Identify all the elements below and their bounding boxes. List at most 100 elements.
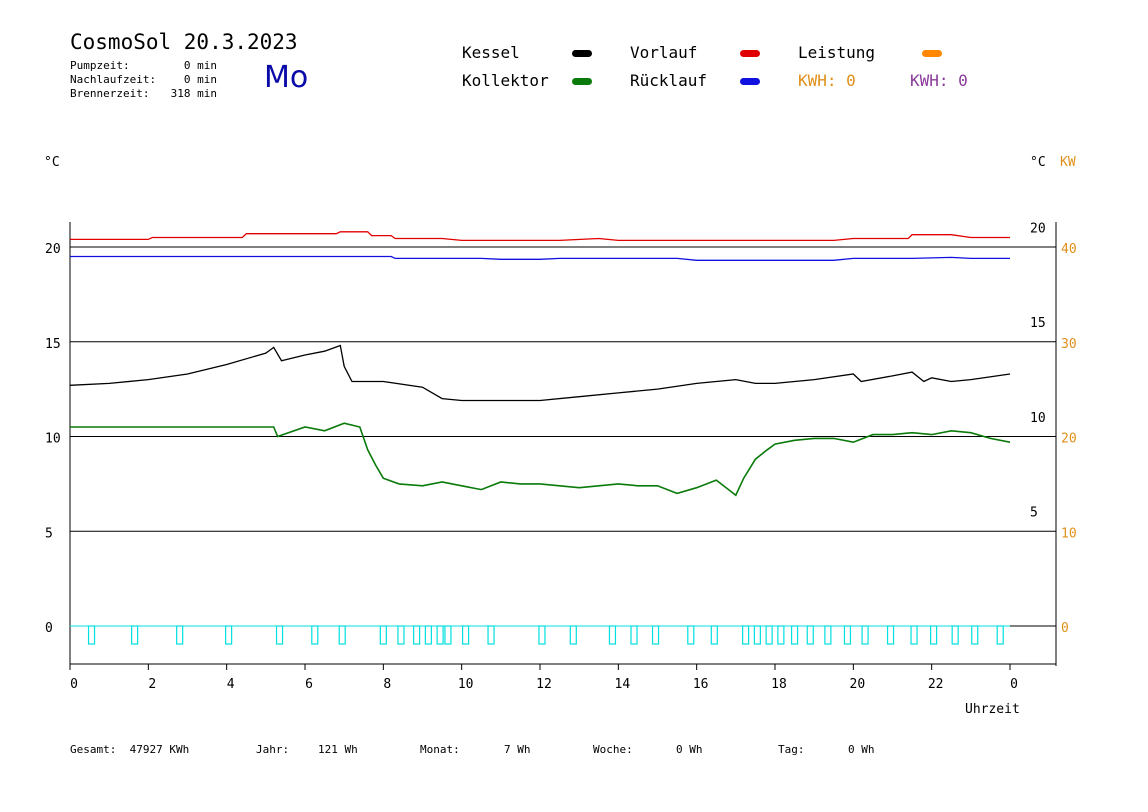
x-tick-label: 20	[850, 677, 866, 692]
x-tick-label: 12	[536, 677, 552, 692]
pump-pulse	[742, 625, 750, 645]
footer-gesamt-label: Gesamt:	[70, 743, 117, 756]
stat-nachlaufzeit-value: 0 min	[183, 73, 217, 86]
x-tick-label: 16	[693, 677, 709, 692]
x-tick-label: 18	[771, 677, 787, 692]
y-left-tick-label: 20	[45, 242, 61, 257]
legend-kwh2: KWH: 0	[910, 71, 968, 90]
footer-jahr-value: 121 Wh	[318, 743, 358, 756]
legend-ruecklauf-label: Rücklauf	[630, 71, 708, 90]
series-rcklauf	[70, 255, 1010, 261]
footer-jahr: Jahr:	[256, 743, 289, 756]
stat-pumpzeit-value: 0 min	[183, 59, 217, 72]
footer-monat: Monat:	[420, 743, 460, 756]
legend-vorlauf-swatch	[740, 50, 760, 57]
y-right-tick-label: 10	[1030, 411, 1046, 426]
legend-leistung-label: Leistung	[798, 43, 876, 62]
pump-pulse	[338, 625, 346, 645]
pump-pulse	[225, 625, 233, 645]
pump-pulse	[444, 625, 452, 645]
pump-pulse	[843, 625, 852, 645]
pump-pulse	[886, 625, 895, 645]
kwh1-label: KWH:	[798, 71, 837, 90]
pump-pulse	[910, 625, 918, 645]
legend-vorlauf-label: Vorlauf	[630, 43, 698, 62]
pump-pulse	[687, 625, 695, 645]
y-kw-tick-label: 30	[1061, 337, 1077, 352]
pump-pulse	[608, 625, 617, 645]
footer-woche-value: 0 Wh	[676, 743, 703, 756]
footer-gesamt: Gesamt: 47927 KWh	[70, 743, 189, 756]
y-right-tick-label: 15	[1030, 316, 1046, 331]
stat-label: Pumpzeit:	[70, 59, 130, 72]
pump-pulse	[996, 625, 1004, 645]
x-axis-label: Uhrzeit	[965, 702, 1020, 717]
pump-pulse	[753, 625, 761, 645]
x-tick-label: 22	[928, 677, 944, 692]
pump-pulse	[311, 625, 319, 645]
x-tick-label: 6	[305, 677, 313, 692]
legend-kessel-swatch	[572, 50, 592, 57]
y-left-tick-label: 5	[45, 526, 53, 541]
y-left-unit: °C	[44, 155, 60, 170]
footer-gesamt-value: 47927 KWh	[129, 743, 190, 756]
x-tick-label: 0	[70, 677, 78, 692]
kwh2-value: 0	[958, 71, 968, 90]
y-kw-tick-label: 0	[1061, 621, 1069, 636]
pump-pulse	[538, 625, 546, 645]
y-right-tick-label: 5	[1030, 506, 1038, 521]
legend-kollektor-swatch	[572, 78, 592, 85]
pump-pulse	[765, 625, 773, 645]
stat-pumpzeit: Pumpzeit:	[70, 59, 130, 72]
footer-tag: Tag:	[778, 743, 805, 756]
y-kw-tick-label: 40	[1061, 242, 1077, 257]
legend-leistung-swatch	[922, 50, 942, 57]
pump-pulse	[275, 625, 284, 645]
series-vorlauf	[70, 231, 1010, 242]
legend-kessel-label: Kessel	[462, 43, 520, 62]
pump-pulse	[87, 625, 96, 645]
kwh1-value: 0	[846, 71, 856, 90]
pump-pulse	[861, 625, 869, 645]
pump-pulse	[569, 625, 577, 645]
day-of-week: Mo	[264, 60, 309, 95]
stat-brennerzeit: Brennerzeit:	[70, 87, 150, 100]
pump-pulse	[777, 625, 785, 645]
y-left-tick-label: 10	[45, 432, 61, 447]
x-tick-label: 4	[227, 677, 235, 692]
pump-pulse	[824, 625, 832, 645]
kwh2-label: KWH:	[910, 71, 949, 90]
pump-pulse	[131, 625, 139, 645]
pump-pulse	[176, 625, 184, 645]
pump-pulse	[951, 625, 959, 645]
stat-nachlaufzeit: Nachlaufzeit:	[70, 73, 157, 86]
pump-pulse	[379, 625, 387, 645]
y-kw-tick-label: 10	[1061, 526, 1077, 541]
pump-pulse	[436, 625, 444, 645]
stat-brennerzeit-value: 318 min	[170, 87, 217, 100]
page-title: CosmoSol 20.3.2023	[70, 30, 298, 54]
legend-kollektor-label: Kollektor	[462, 71, 549, 90]
y-right-unit: °C	[1030, 155, 1046, 170]
y-kw-tick-label: 20	[1061, 432, 1077, 447]
pump-pulse	[806, 625, 814, 645]
pump-pulse	[930, 625, 938, 645]
series-kessel	[69, 344, 1011, 402]
legend-ruecklauf-swatch	[740, 78, 760, 85]
pump-pulse	[461, 625, 470, 645]
x-tick-label: 14	[615, 677, 631, 692]
footer-woche: Woche:	[593, 743, 633, 756]
y-left-tick-label: 0	[45, 621, 53, 636]
legend-kwh1: KWH: 0	[798, 71, 856, 90]
footer-monat-value: 7 Wh	[504, 743, 531, 756]
pump-pulse	[790, 625, 799, 645]
pump-pulse	[630, 625, 638, 645]
pump-pulse	[397, 625, 405, 645]
x-tick-label: 8	[383, 677, 391, 692]
y-right-tick-label: 20	[1030, 221, 1046, 236]
pump-pulse	[487, 625, 495, 645]
y-kw-unit: KW	[1060, 155, 1076, 170]
pump-pulse	[424, 625, 432, 645]
x-tick-label: 0	[1010, 677, 1018, 692]
